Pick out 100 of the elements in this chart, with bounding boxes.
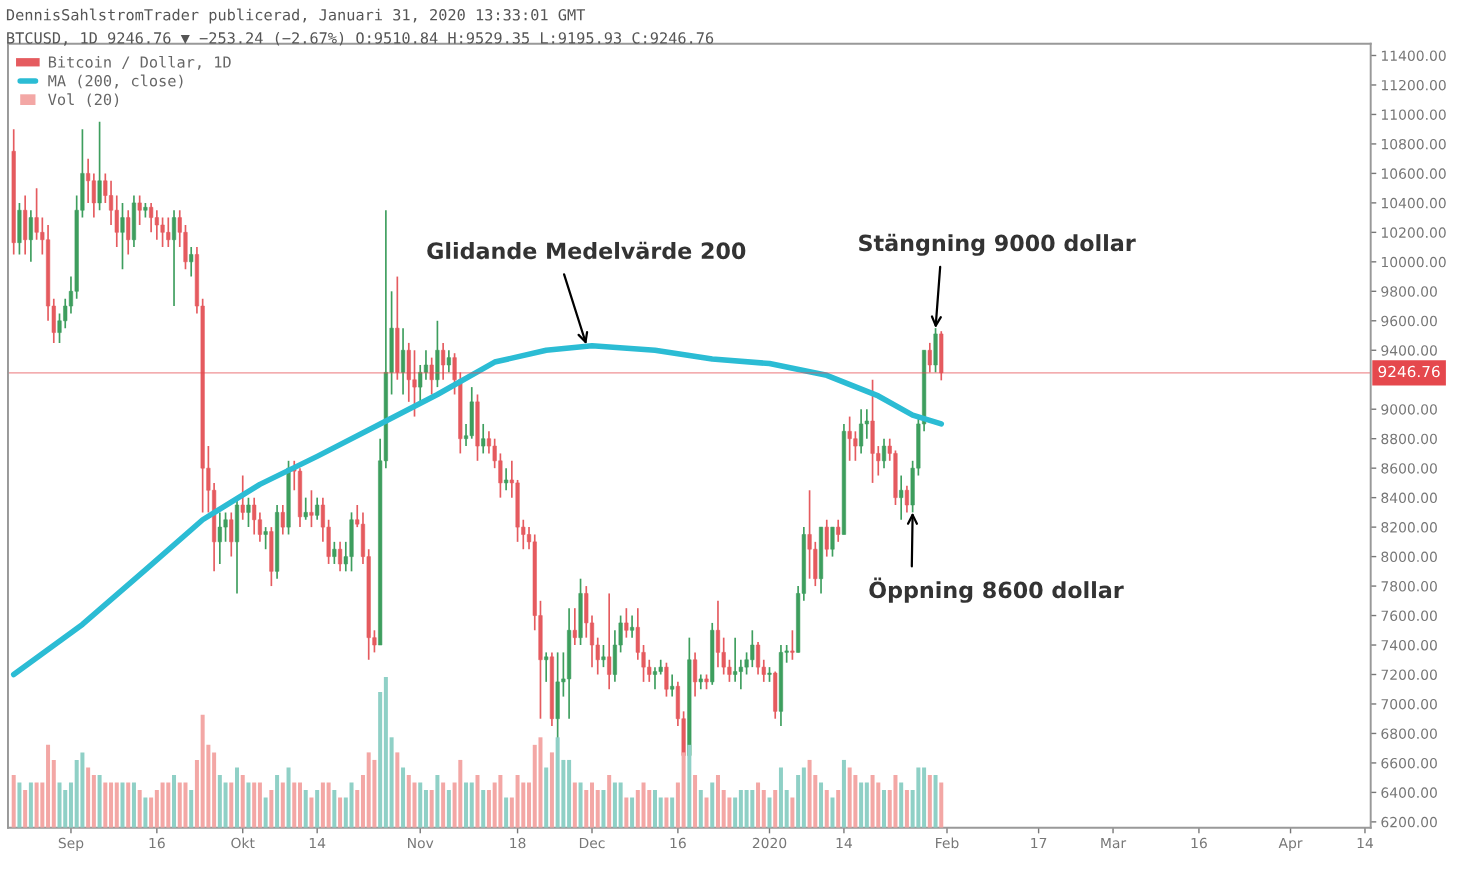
candlestick: [504, 467, 509, 492]
bar: [738, 790, 743, 828]
bar: [275, 775, 280, 828]
bar: [137, 790, 142, 828]
bar: [664, 797, 669, 828]
bar: [11, 775, 16, 828]
bar: [86, 767, 91, 828]
bar: [778, 767, 783, 828]
bar: [143, 797, 148, 828]
bar: [212, 752, 217, 828]
bar: [727, 797, 732, 828]
candlestick: [475, 393, 480, 462]
bar: [320, 782, 325, 828]
bar: [939, 782, 944, 828]
bar: [767, 797, 772, 828]
bar: [486, 790, 491, 828]
bar: [504, 797, 509, 828]
bar: [796, 775, 801, 828]
bar: [263, 797, 268, 828]
annotation: Stängning 9000 dollar: [859, 233, 1136, 256]
bar: [744, 790, 749, 828]
bar: [458, 759, 463, 828]
bar: [555, 737, 560, 828]
bar: [715, 775, 720, 828]
bar: [189, 790, 194, 828]
bar: [521, 782, 526, 828]
bar: [57, 782, 62, 828]
bar: [624, 797, 629, 828]
bar: [200, 714, 205, 828]
candlestick: [246, 496, 251, 528]
bar: [595, 790, 600, 828]
bar: [475, 775, 480, 828]
bar: [658, 797, 663, 828]
bar: [847, 767, 852, 828]
bar: [904, 790, 909, 828]
bar: [933, 775, 938, 828]
bar: [630, 797, 635, 828]
bar: [773, 790, 778, 828]
bar: [103, 782, 108, 828]
bar: [326, 782, 331, 828]
bar: [23, 790, 28, 828]
bar: [446, 790, 451, 828]
candlestick: [830, 526, 835, 558]
bar: [601, 790, 606, 828]
bar: [807, 759, 812, 828]
bar: [532, 744, 537, 828]
bar: [750, 790, 755, 828]
bar: [80, 752, 85, 828]
candlestick: [160, 216, 165, 248]
bar: [240, 775, 245, 828]
bar: [544, 767, 549, 828]
bar: [435, 775, 440, 828]
bar: [332, 790, 337, 828]
bar: [269, 790, 274, 828]
bar: [46, 744, 51, 828]
bar: [864, 782, 869, 828]
bar: [641, 782, 646, 828]
bar: [63, 790, 68, 828]
bar: [859, 782, 864, 828]
bar: [761, 790, 766, 828]
bar: [549, 752, 554, 828]
bar: [704, 797, 709, 828]
bar: [670, 797, 675, 828]
bar: [372, 759, 377, 828]
bar: [515, 775, 520, 828]
bar: [830, 797, 835, 828]
bar: [652, 790, 657, 828]
bar: [801, 767, 806, 828]
candlestick: [120, 202, 125, 271]
bar: [149, 797, 154, 828]
bar: [567, 759, 572, 828]
bar: [882, 790, 887, 828]
bar: [154, 790, 159, 828]
bar: [853, 775, 858, 828]
bar: [109, 782, 114, 828]
bar: [286, 767, 291, 828]
candlestick: [698, 673, 703, 691]
bar: [429, 790, 434, 828]
bar: [246, 782, 251, 828]
bar: [698, 790, 703, 828]
bar: [584, 790, 589, 828]
bar: [841, 759, 846, 828]
bar: [177, 782, 182, 828]
bar: [418, 782, 423, 828]
bar: [423, 790, 428, 828]
bar: [28, 782, 33, 828]
bar: [469, 782, 474, 828]
bar: [401, 767, 406, 828]
bar: [824, 790, 829, 828]
bar: [836, 790, 841, 828]
bar: [297, 782, 302, 828]
bar: [710, 782, 715, 828]
bar: [927, 775, 932, 828]
candlestick: [286, 459, 291, 536]
bar: [229, 782, 234, 828]
candlestick: [263, 526, 268, 551]
bar: [578, 782, 583, 828]
bar: [893, 775, 898, 828]
candlestick: [412, 349, 417, 418]
candlestick: [97, 120, 102, 212]
